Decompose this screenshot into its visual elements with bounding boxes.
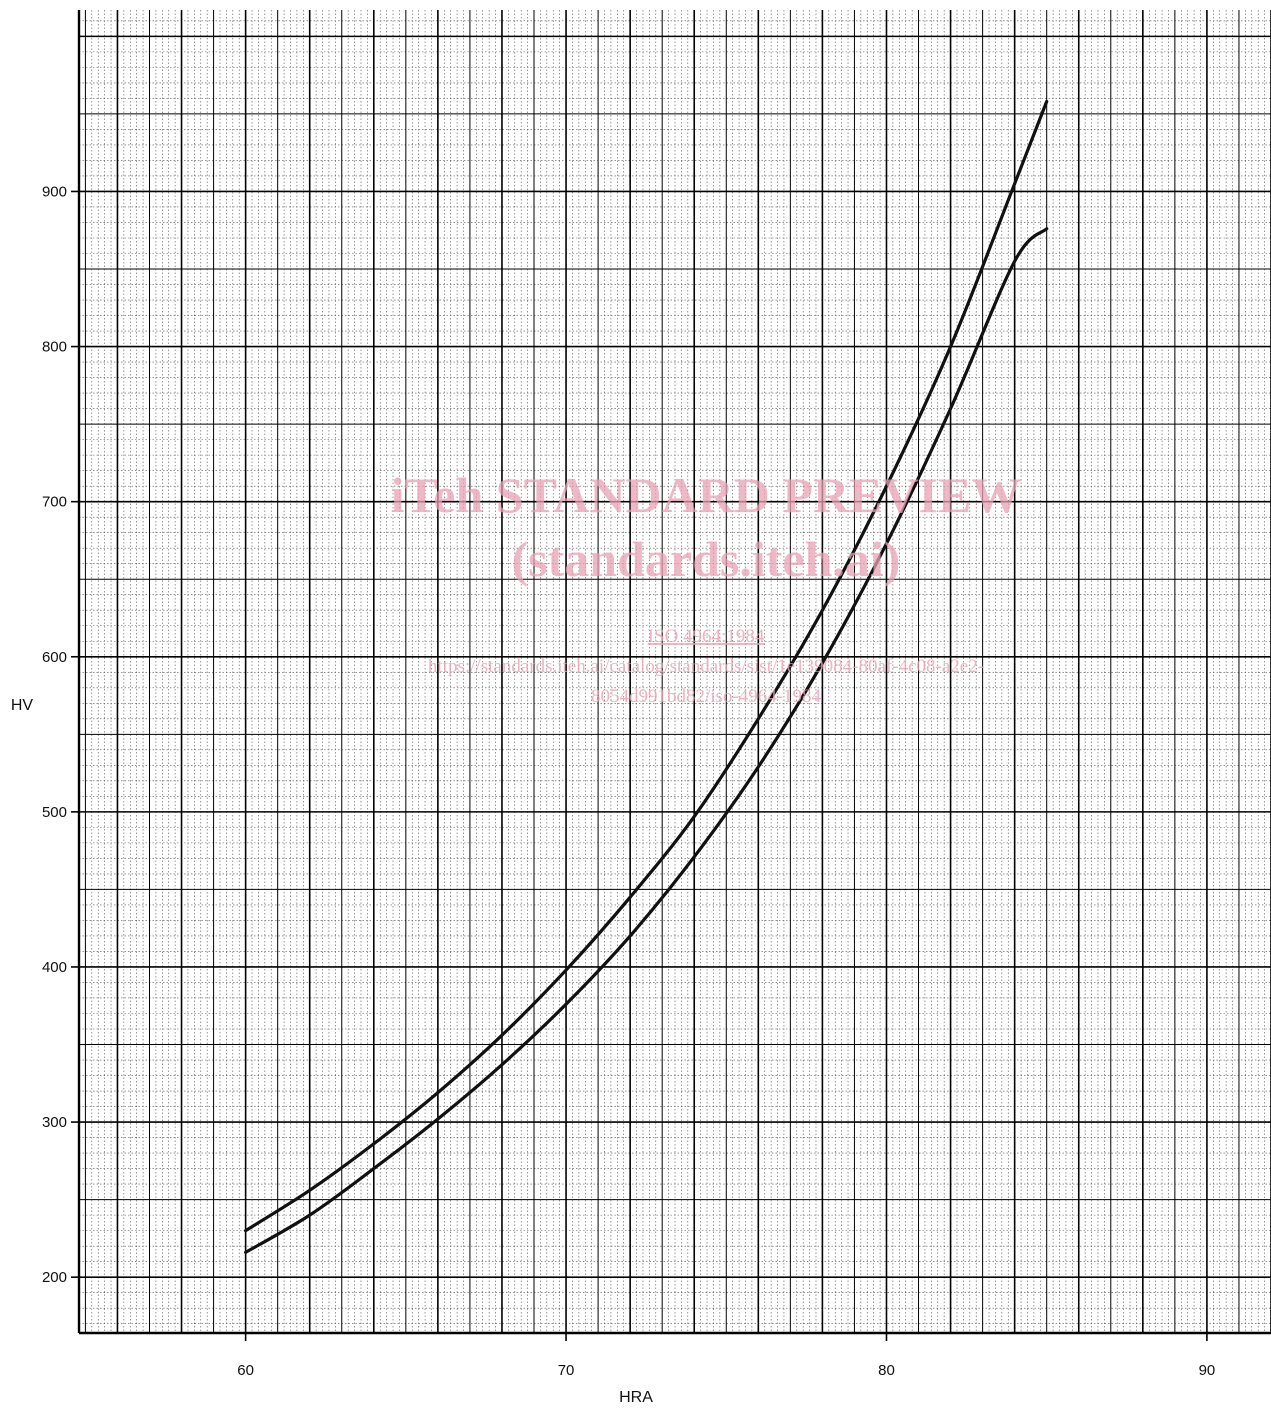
y-tick-label: 900 (42, 183, 67, 200)
watermark-line-4: https://standards.iteh.ai/catalog/standa… (428, 656, 984, 677)
y-tick-label: 200 (42, 1269, 67, 1286)
series-layer (244, 99, 1049, 1254)
x-axis-title: HRA (619, 1389, 653, 1406)
y-axis-title: HV (11, 697, 34, 714)
watermark-line-3: ISO 4964:1984 (648, 626, 765, 647)
x-tick-label: 80 (878, 1362, 895, 1379)
y-tick-label: 500 (42, 804, 67, 821)
y-tick-label: 800 (42, 339, 67, 356)
axes (77, 10, 1271, 1335)
major-grid (79, 10, 1271, 1333)
y-tick-label: 400 (42, 959, 67, 976)
watermark-line-5: 8054d991bd82/iso-4964-1984 (591, 686, 822, 707)
ticks: 200 300 400 500 600 700 800 900 60 70 80 90 (42, 183, 1215, 1379)
minor-grid (78, 10, 1271, 1333)
lower-curve (244, 227, 1049, 1254)
x-tick-label: 70 (558, 1362, 575, 1379)
x-tick-label: 60 (237, 1362, 254, 1379)
upper-curve (244, 99, 1049, 1233)
x-tick-label: 90 (1199, 1362, 1216, 1379)
watermark-line-2: (standards.iteh.ai) (512, 531, 901, 587)
y-tick-label: 600 (42, 649, 67, 666)
y-tick-label: 300 (42, 1114, 67, 1131)
watermark-line-1: iTeh STANDARD PREVIEW (391, 467, 1022, 523)
watermark: iTeh STANDARD PREVIEW (standards.iteh.ai… (391, 467, 1022, 707)
y-tick-label: 700 (42, 494, 67, 511)
